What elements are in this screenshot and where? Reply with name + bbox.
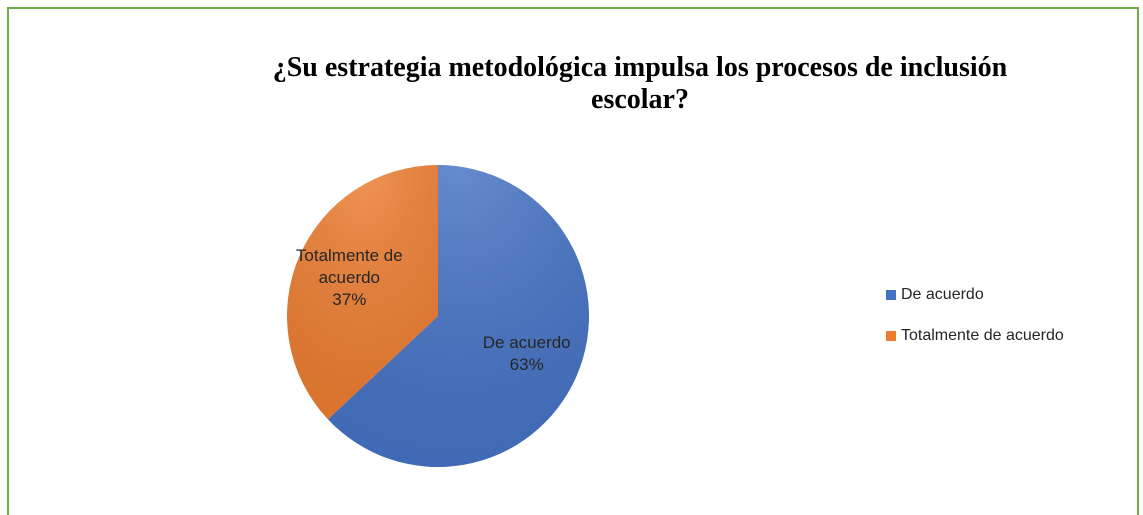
label-category: Totalmente de acuerdo — [295, 245, 403, 287]
data-label: De acuerdo 63% — [462, 332, 592, 376]
label-category: De acuerdo — [482, 333, 571, 353]
label-value: 63% — [509, 355, 544, 375]
slice-shade — [327, 165, 590, 467]
legend-item: Totalmente de acuerdo — [886, 327, 1064, 345]
legend-label: De acuerdo — [901, 286, 984, 303]
label-value: 37% — [332, 289, 367, 309]
legend-label: Totalmente de acuerdo — [901, 327, 1064, 344]
legend-item: De acuerdo — [886, 286, 984, 304]
slice-shade — [287, 165, 438, 420]
data-label: Totalmente de acuerdo 37% — [279, 245, 419, 311]
legend-swatch — [886, 331, 896, 341]
title-text: ¿Su estrategia metodológica impulsa los … — [272, 52, 1008, 115]
frame — [7, 7, 1139, 515]
legend-swatch — [886, 290, 896, 300]
chart-title: ¿Su estrategia metodológica impulsa los … — [220, 52, 1060, 116]
